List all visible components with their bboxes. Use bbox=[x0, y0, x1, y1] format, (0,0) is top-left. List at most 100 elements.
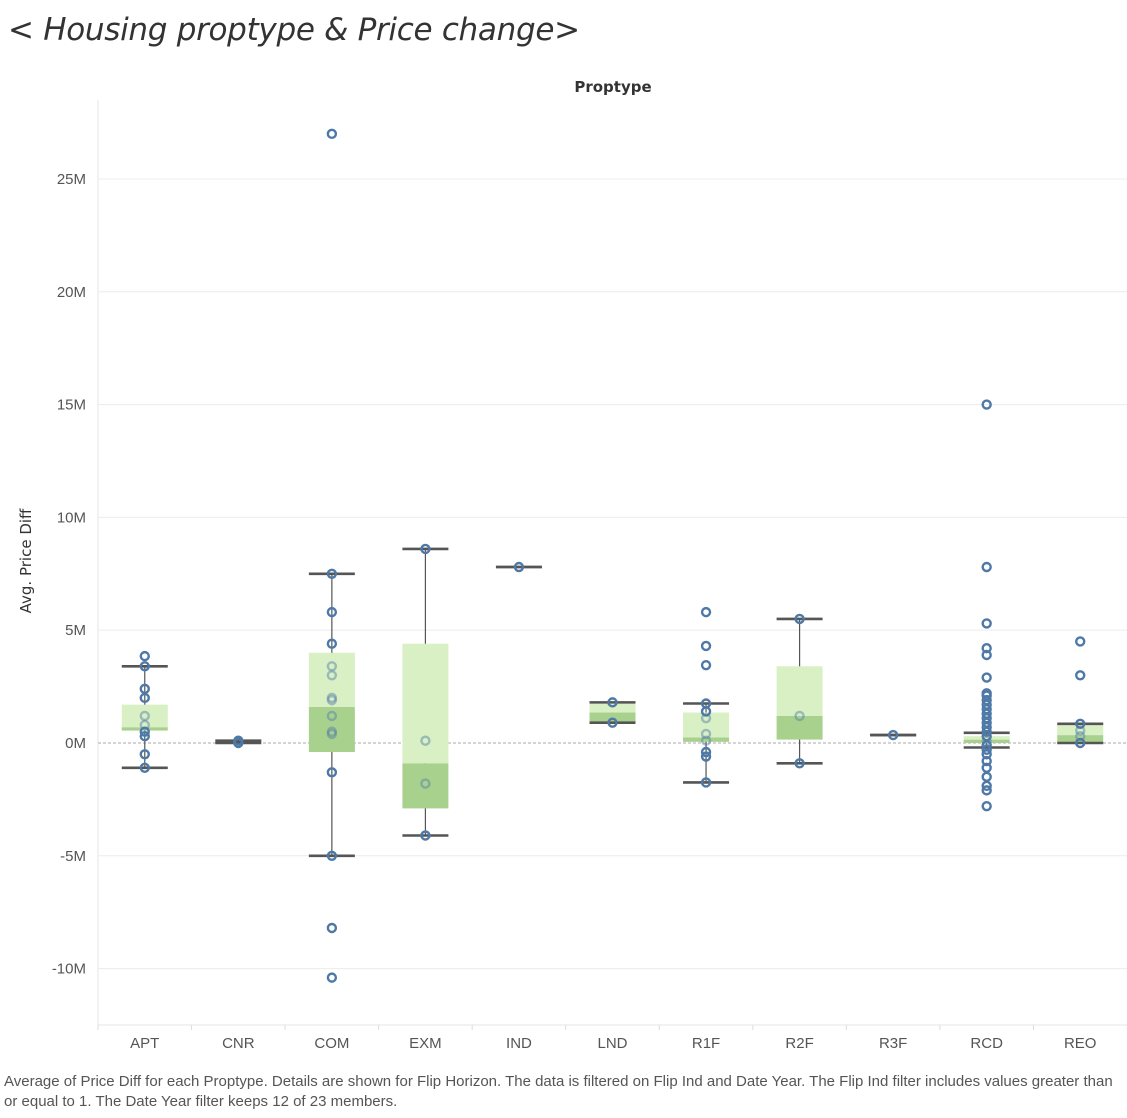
box-r1f bbox=[683, 702, 730, 784]
data-point bbox=[887, 729, 899, 741]
data-point bbox=[326, 606, 338, 618]
data-point bbox=[700, 712, 712, 724]
box-lower bbox=[683, 737, 730, 742]
data-point bbox=[420, 735, 431, 746]
data-point bbox=[1075, 731, 1086, 742]
data-point bbox=[326, 692, 338, 704]
data-point bbox=[326, 638, 338, 649]
data-point bbox=[139, 731, 150, 742]
data-point bbox=[326, 710, 338, 722]
data-point bbox=[700, 659, 712, 671]
y-axis-ticks: -10M -5M 0M 5M 10M 15M 20M 25M bbox=[52, 171, 86, 978]
x-tick-label: APT bbox=[130, 1035, 159, 1052]
x-tick-label: IND bbox=[506, 1035, 532, 1052]
x-tick-label: REO bbox=[1064, 1035, 1097, 1052]
data-point bbox=[139, 726, 150, 737]
box-lower bbox=[402, 763, 449, 809]
data-point bbox=[981, 643, 992, 654]
data-points bbox=[139, 128, 1086, 983]
data-point bbox=[981, 780, 992, 792]
x-tick-label: R1F bbox=[692, 1035, 720, 1052]
data-point bbox=[981, 755, 992, 767]
box-upper bbox=[683, 712, 730, 738]
data-point bbox=[794, 710, 805, 722]
y-tick-label: 20M bbox=[57, 284, 86, 301]
data-point bbox=[981, 561, 992, 573]
boxes bbox=[121, 547, 1104, 858]
box-upper bbox=[121, 704, 168, 728]
box-apt bbox=[121, 664, 168, 770]
y-tick-label: 15M bbox=[57, 397, 86, 414]
data-point bbox=[139, 692, 150, 704]
x-tick-label: RCD bbox=[970, 1035, 1003, 1052]
data-point bbox=[326, 922, 338, 934]
data-point bbox=[326, 568, 338, 579]
data-point bbox=[420, 778, 431, 789]
box-upper bbox=[963, 736, 1010, 740]
box-upper bbox=[308, 652, 355, 707]
data-point bbox=[326, 694, 338, 706]
chart-caption: Average of Price Diff for each Proptype.… bbox=[4, 1073, 1113, 1110]
data-point bbox=[139, 710, 150, 722]
data-point bbox=[1075, 737, 1086, 749]
data-point bbox=[794, 758, 805, 769]
y-tick-label: 25M bbox=[57, 171, 86, 188]
chart-title: < Housing proptype & Price change> bbox=[8, 12, 580, 48]
box-cnr bbox=[215, 739, 262, 745]
data-point bbox=[607, 717, 618, 728]
data-point bbox=[513, 561, 525, 573]
data-point bbox=[1075, 670, 1086, 681]
x-tick-label: COM bbox=[314, 1035, 349, 1052]
data-point bbox=[981, 649, 992, 661]
data-point bbox=[326, 728, 338, 740]
data-point bbox=[700, 746, 712, 758]
x-tick-label: R3F bbox=[879, 1035, 907, 1052]
data-point bbox=[326, 726, 338, 737]
data-point bbox=[326, 767, 338, 778]
data-point bbox=[981, 785, 992, 796]
x-tick-label: R2F bbox=[785, 1035, 813, 1052]
data-point bbox=[700, 728, 712, 740]
data-point bbox=[326, 972, 338, 983]
y-tick-label: 10M bbox=[57, 509, 86, 526]
box-r2f bbox=[776, 617, 823, 765]
data-point bbox=[700, 706, 712, 717]
y-tick-label: 0M bbox=[65, 735, 86, 752]
x-tick-label: LND bbox=[597, 1035, 627, 1052]
y-axis-label: Avg. Price Diff bbox=[17, 508, 35, 613]
data-point bbox=[981, 399, 992, 410]
box-upper bbox=[776, 666, 823, 716]
data-point bbox=[794, 613, 805, 625]
box-lower bbox=[776, 715, 823, 740]
data-point bbox=[607, 697, 618, 708]
data-point bbox=[1075, 725, 1086, 736]
data-point bbox=[326, 850, 338, 861]
data-point bbox=[981, 800, 992, 812]
data-point bbox=[700, 777, 712, 788]
data-point bbox=[1075, 636, 1086, 647]
y-tick-label: -10M bbox=[52, 961, 86, 978]
gridlines bbox=[97, 100, 1127, 1030]
box-upper bbox=[1057, 723, 1104, 736]
data-point bbox=[981, 672, 992, 683]
data-point bbox=[420, 543, 431, 555]
data-point bbox=[700, 751, 712, 762]
x-axis-ticks: APT CNR COM EXM IND LND R1F R2F R3F RCD REO bbox=[130, 1035, 1096, 1052]
boxplot-chart: -10M -5M 0M 5M 10M 15M 20M 25M APT CNR COM EXM IND L… bbox=[17, 78, 1127, 1052]
data-point bbox=[139, 719, 150, 731]
box-upper bbox=[402, 643, 449, 764]
data-point bbox=[700, 606, 712, 618]
data-point bbox=[420, 830, 431, 841]
data-point bbox=[1075, 718, 1086, 730]
data-point bbox=[700, 640, 712, 652]
column-header: Proptype bbox=[574, 78, 651, 96]
y-tick-label: 5M bbox=[65, 622, 86, 639]
data-point bbox=[233, 737, 244, 749]
data-point bbox=[981, 771, 992, 783]
data-point bbox=[326, 128, 338, 140]
data-point bbox=[139, 661, 150, 672]
data-point bbox=[981, 726, 992, 737]
box-lower bbox=[308, 706, 355, 753]
x-tick-label: CNR bbox=[222, 1035, 255, 1052]
data-point bbox=[139, 762, 150, 774]
